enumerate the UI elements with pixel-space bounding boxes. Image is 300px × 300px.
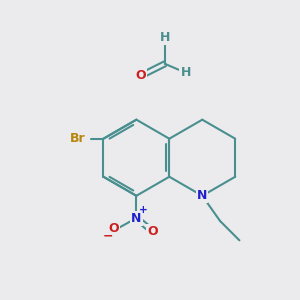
Text: O: O xyxy=(136,69,146,82)
Text: N: N xyxy=(197,189,208,202)
Text: −: − xyxy=(102,230,113,242)
Text: +: + xyxy=(139,205,147,215)
Text: H: H xyxy=(160,31,170,44)
Text: O: O xyxy=(109,222,119,235)
Text: O: O xyxy=(147,225,158,238)
Text: H: H xyxy=(181,66,191,79)
Text: Br: Br xyxy=(70,132,86,145)
Text: N: N xyxy=(131,212,142,225)
